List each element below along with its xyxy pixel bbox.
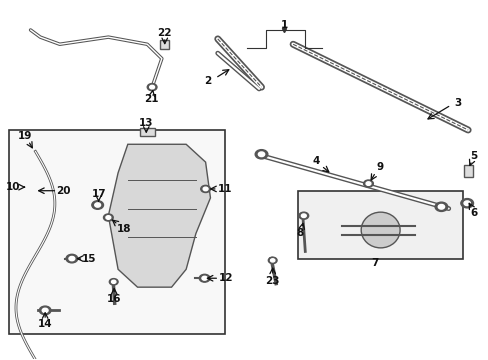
Circle shape <box>66 254 78 263</box>
Circle shape <box>111 280 116 283</box>
Circle shape <box>463 201 469 206</box>
Bar <box>140 128 154 136</box>
Ellipse shape <box>361 212 399 248</box>
Circle shape <box>437 204 444 209</box>
Circle shape <box>366 182 370 185</box>
Text: 15: 15 <box>81 253 96 264</box>
Text: 5: 5 <box>469 151 477 161</box>
Text: 16: 16 <box>107 294 121 303</box>
Bar <box>9 130 224 334</box>
Text: 9: 9 <box>375 162 383 172</box>
Text: 3: 3 <box>453 98 460 108</box>
Circle shape <box>149 85 154 89</box>
Text: 4: 4 <box>312 157 320 166</box>
Circle shape <box>270 259 274 262</box>
Text: 11: 11 <box>217 184 232 194</box>
Circle shape <box>109 279 118 285</box>
Text: 20: 20 <box>56 186 71 196</box>
Circle shape <box>298 212 308 219</box>
Circle shape <box>202 276 207 280</box>
Bar <box>160 40 168 49</box>
Circle shape <box>460 199 472 208</box>
Circle shape <box>92 201 103 209</box>
Text: 18: 18 <box>117 224 131 234</box>
Circle shape <box>363 180 372 187</box>
Circle shape <box>69 256 75 261</box>
Circle shape <box>434 202 447 211</box>
Circle shape <box>39 306 51 315</box>
Text: 8: 8 <box>296 228 304 238</box>
Text: 21: 21 <box>143 94 158 104</box>
Bar <box>463 165 471 177</box>
Text: 17: 17 <box>91 189 106 199</box>
Circle shape <box>106 216 111 219</box>
Text: 1: 1 <box>281 19 288 30</box>
Text: 23: 23 <box>265 276 279 286</box>
Text: 19: 19 <box>18 131 32 141</box>
Circle shape <box>201 185 210 193</box>
Text: 13: 13 <box>139 118 153 128</box>
Text: 6: 6 <box>469 208 477 218</box>
Text: 14: 14 <box>38 319 52 329</box>
Circle shape <box>258 152 264 157</box>
Circle shape <box>255 150 267 159</box>
Circle shape <box>95 203 101 207</box>
Bar <box>297 191 462 258</box>
Text: 12: 12 <box>218 273 233 283</box>
Circle shape <box>42 308 48 312</box>
Circle shape <box>268 257 277 264</box>
Text: 2: 2 <box>204 76 211 86</box>
Circle shape <box>301 214 305 217</box>
Circle shape <box>203 187 207 191</box>
Polygon shape <box>108 144 210 287</box>
Text: 22: 22 <box>157 28 172 38</box>
Circle shape <box>103 214 113 221</box>
Text: 7: 7 <box>370 258 378 268</box>
Circle shape <box>199 274 209 282</box>
Circle shape <box>147 84 157 91</box>
Text: 10: 10 <box>6 182 21 192</box>
